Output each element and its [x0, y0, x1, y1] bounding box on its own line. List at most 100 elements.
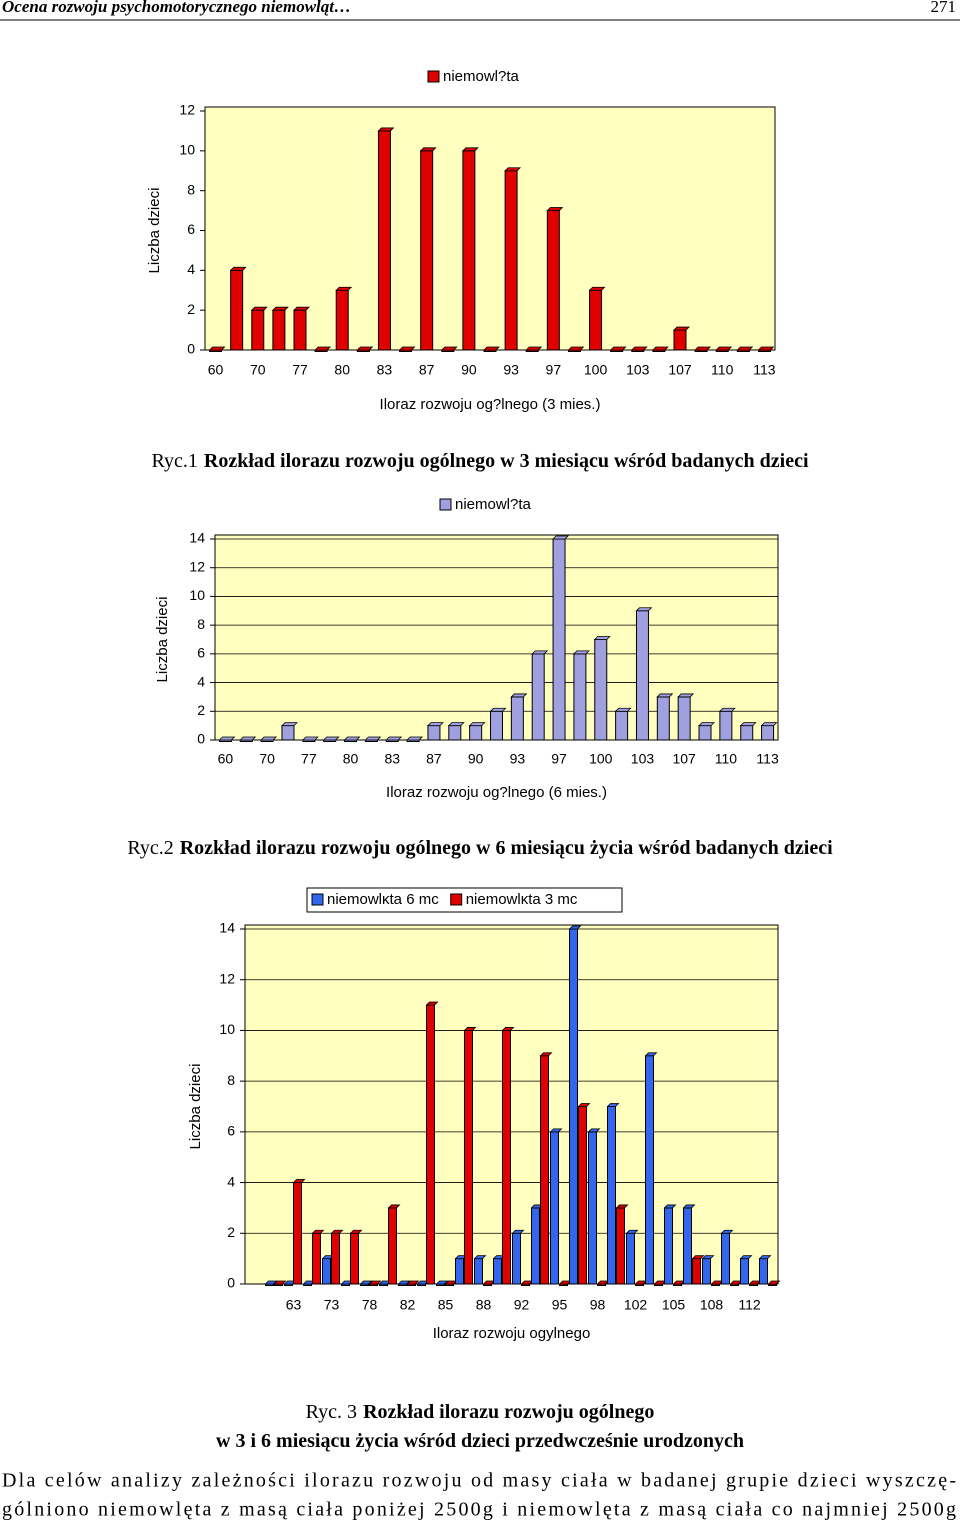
bar-top	[330, 1229, 344, 1234]
bar-top	[504, 167, 522, 172]
x-axis-title: Iloraz rozwoju og?lnego (6 mies.)	[386, 784, 607, 801]
bar-top	[663, 1204, 677, 1209]
y-tick-label: 2	[227, 1224, 235, 1240]
caption-text: w 3 i 6 miesiącu życia wśród dzieci prze…	[216, 1430, 744, 1452]
bar	[550, 1131, 559, 1285]
bar-top	[656, 693, 674, 698]
bar	[664, 1207, 673, 1285]
bar-top	[572, 650, 590, 655]
legend-box	[306, 887, 623, 913]
bar-top	[419, 147, 437, 152]
x-tick-label: 93	[510, 751, 526, 767]
bar-top	[701, 1255, 715, 1260]
bar	[293, 309, 307, 351]
bar	[474, 1258, 483, 1285]
x-tick-label: 93	[503, 362, 519, 378]
bar	[388, 1207, 397, 1285]
x-tick-label: 90	[468, 751, 484, 767]
bar-top	[229, 266, 247, 271]
bar	[645, 1055, 654, 1285]
bar-top	[546, 207, 564, 211]
x-tick-label: 70	[250, 362, 266, 378]
bar-top	[468, 722, 486, 727]
bar	[531, 1207, 540, 1285]
bar-top	[385, 736, 403, 741]
bar-top	[218, 736, 236, 741]
bar-top	[630, 346, 648, 351]
bar-top	[567, 346, 585, 351]
bar-top	[510, 693, 528, 698]
bar	[512, 1232, 521, 1285]
x-tick-label: 63	[286, 1297, 302, 1313]
bar	[448, 725, 462, 741]
bar-top	[314, 346, 332, 351]
paragraph-line: Dla celów analizy zależności ilorazu roz…	[2, 1470, 956, 1492]
bar-top	[335, 286, 353, 291]
x-tick-label: 110	[711, 362, 734, 378]
caption-label: Ryc.1	[151, 450, 197, 472]
bar	[698, 725, 712, 741]
running-title: Ocena rozwoju psychomotorycznego niemowl…	[2, 0, 351, 16]
paragraph-line: gólniono niemowlęta z masą ciała poniżej…	[2, 1499, 956, 1521]
bar	[464, 1029, 473, 1285]
bar-top	[473, 1255, 487, 1260]
y-tick-label: 4	[197, 673, 205, 689]
bar	[721, 1232, 730, 1285]
bar-top	[397, 1280, 411, 1285]
x-tick-label: 105	[662, 1297, 686, 1313]
y-axis-title: Liczba dzieci	[146, 188, 163, 274]
bar	[759, 1258, 768, 1285]
caption-text: Rozkład ilorazu rozwoju ogólnego w 3 mie…	[204, 450, 809, 472]
caption-label: Ryc. 3	[306, 1401, 357, 1423]
x-tick-label: 83	[384, 751, 400, 767]
page-number: 271	[931, 0, 957, 16]
x-tick-label: 77	[292, 362, 308, 378]
bar-top	[606, 1103, 620, 1107]
bar-top	[349, 1229, 363, 1234]
bar	[673, 329, 687, 351]
caption-text: Rozkład ilorazu rozwoju ogólnego w 6 mie…	[180, 837, 833, 859]
x-tick-label: 60	[208, 362, 224, 378]
x-tick-label: 85	[438, 1297, 454, 1313]
bar	[626, 1232, 635, 1285]
bar-top	[552, 535, 570, 540]
bar-top	[483, 346, 500, 351]
x-tick-label: 107	[672, 751, 696, 767]
x-tick-label: 73	[324, 1297, 340, 1313]
caption-label: Ryc.2	[127, 837, 173, 859]
bar-top	[435, 1280, 449, 1285]
bar	[504, 170, 518, 351]
y-tick-label: 8	[187, 181, 195, 197]
bar-top	[531, 650, 549, 655]
bar-top	[588, 286, 606, 291]
y-axis-title: Liczba dzieci	[187, 1064, 204, 1150]
bar-top	[260, 736, 278, 741]
bar-top	[549, 1128, 563, 1133]
bar-top	[698, 722, 715, 727]
bar	[540, 1055, 549, 1285]
bar	[420, 150, 434, 351]
bar-top	[311, 1229, 325, 1234]
bar	[702, 1258, 711, 1285]
bar	[426, 1004, 435, 1285]
bar-top	[239, 736, 257, 741]
bar-top	[425, 1001, 439, 1006]
bar-top	[463, 1027, 477, 1031]
bar	[502, 1029, 511, 1285]
y-tick-label: 4	[187, 261, 195, 277]
bar-top	[760, 722, 778, 727]
x-tick-label: 88	[476, 1297, 492, 1313]
bar-top	[635, 607, 653, 612]
legend-swatch	[311, 893, 324, 906]
y-tick-label: 2	[187, 301, 195, 317]
x-tick-label: 110	[715, 751, 738, 767]
bar-top	[292, 1179, 306, 1183]
bar	[573, 653, 587, 741]
bar	[490, 710, 503, 741]
bar	[656, 696, 670, 741]
bar-top	[673, 326, 690, 331]
bar	[272, 309, 286, 351]
bar-top	[356, 346, 374, 351]
bar	[493, 1258, 502, 1285]
bar	[578, 1106, 587, 1285]
